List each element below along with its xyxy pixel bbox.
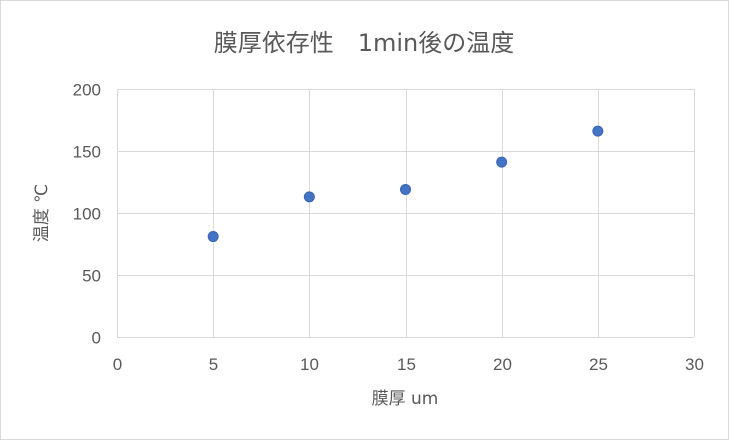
- x-axis-ticks: 0 5 10 15 20 25 30: [113, 355, 704, 374]
- x-tick-label: 0: [113, 355, 122, 374]
- data-point: [207, 231, 219, 243]
- y-tick-label: 150: [73, 143, 101, 162]
- data-point: [592, 125, 604, 137]
- y-axis-ticks: 0 50 100 150 200: [73, 81, 101, 348]
- y-tick-label: 100: [73, 205, 101, 224]
- x-tick-label: 15: [397, 355, 416, 374]
- x-tick-label: 20: [493, 355, 512, 374]
- y-axis-title: 温度 ℃: [32, 184, 52, 243]
- data-point: [400, 183, 411, 195]
- x-tick-label: 10: [300, 355, 319, 374]
- x-axis-title: 膜厚 um: [372, 389, 439, 409]
- x-tick-label: 30: [685, 355, 704, 374]
- x-tick-label: 25: [589, 355, 608, 374]
- y-tick-label: 0: [92, 329, 101, 348]
- y-tick-label: 50: [82, 267, 101, 286]
- gridlines: [117, 89, 695, 338]
- data-point: [303, 191, 315, 203]
- data-point: [496, 156, 508, 168]
- x-tick-label: 5: [209, 355, 218, 374]
- y-tick-label: 200: [73, 81, 101, 100]
- data-points: [207, 125, 604, 243]
- chart-title: 膜厚依存性 1min後の温度: [214, 29, 515, 57]
